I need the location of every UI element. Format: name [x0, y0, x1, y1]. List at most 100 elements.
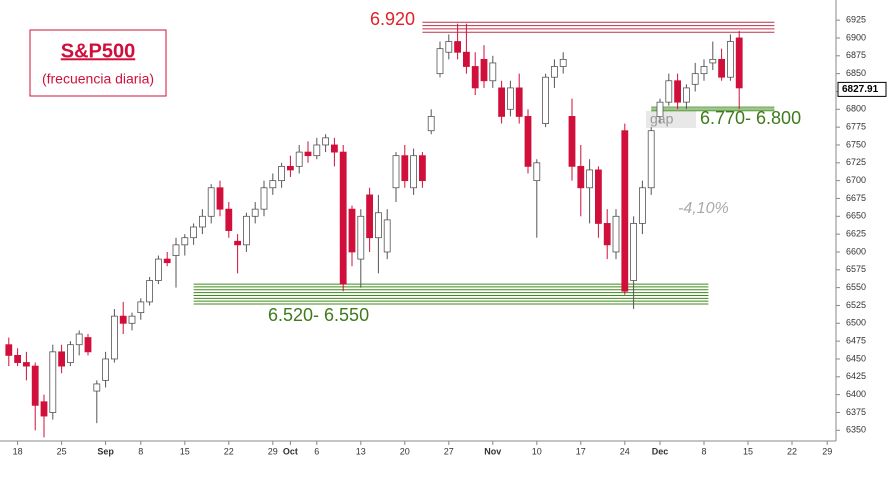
- candle-body: [102, 358, 109, 381]
- x-tick-label: 24: [620, 446, 630, 456]
- y-tick-label: 6750: [846, 139, 866, 149]
- x-tick-label: 22: [224, 446, 234, 456]
- x-tick-label: 27: [444, 446, 454, 456]
- candle-body: [506, 87, 514, 110]
- candle-body: [471, 66, 479, 89]
- candle-body: [14, 354, 21, 363]
- candle-body: [691, 73, 699, 85]
- candle-body: [111, 315, 118, 360]
- candle-body: [251, 208, 259, 217]
- candle-body: [454, 41, 462, 53]
- candle-body: [357, 215, 365, 260]
- candle-body: [735, 37, 743, 89]
- candle-body: [603, 223, 611, 246]
- candle-body: [163, 258, 171, 264]
- candle-body: [198, 215, 206, 228]
- y-tick-label: 6550: [846, 282, 866, 292]
- candle-body: [647, 130, 655, 189]
- candle-body: [348, 208, 356, 253]
- candle-body: [639, 187, 646, 224]
- candle-body: [49, 351, 57, 413]
- candle-body: [533, 162, 541, 182]
- candle-body: [559, 58, 567, 67]
- candle-body: [269, 180, 277, 189]
- candle-body: [410, 155, 418, 189]
- candle-body: [295, 151, 303, 167]
- candle-body: [700, 66, 708, 75]
- candle-body: [621, 130, 629, 292]
- candle-body: [515, 87, 523, 117]
- x-tick-label: 13: [356, 446, 366, 456]
- candle-body: [216, 187, 224, 210]
- candle-body: [366, 194, 374, 239]
- candle-body: [207, 187, 215, 217]
- y-tick-label: 6475: [846, 336, 866, 346]
- annotation: gap: [650, 111, 674, 127]
- candle-body: [84, 337, 92, 353]
- y-tick-label: 6775: [846, 122, 866, 132]
- y-tick-label: 6800: [846, 104, 866, 114]
- candle-body: [146, 280, 154, 303]
- x-tick-label: 18: [13, 446, 23, 456]
- candle-body: [40, 401, 48, 417]
- candle-body: [727, 41, 734, 78]
- candle-body: [286, 165, 294, 171]
- candle-body: [577, 165, 585, 189]
- candle-body: [595, 169, 602, 224]
- candle-body: [665, 80, 673, 103]
- x-tick-label: 6: [314, 446, 319, 456]
- candle-body: [383, 219, 391, 253]
- candle-body: [568, 116, 576, 167]
- y-tick-label: 6625: [846, 229, 866, 239]
- candle-body: [322, 137, 330, 146]
- candle-body: [418, 155, 426, 182]
- candle-body: [119, 315, 127, 324]
- x-tick-label: 29: [822, 446, 832, 456]
- candle-body: [154, 258, 162, 281]
- y-tick-label: 6600: [846, 246, 866, 256]
- x-tick-label: 17: [576, 446, 586, 456]
- candle-body: [462, 51, 470, 67]
- y-tick-label: 6525: [846, 300, 866, 310]
- x-tick-label: 8: [701, 446, 706, 456]
- candle-body: [630, 223, 637, 281]
- candle-body: [551, 66, 558, 78]
- y-tick-label: 6700: [846, 175, 866, 185]
- x-tick-label: Oct: [283, 446, 298, 456]
- candle-body: [436, 48, 444, 75]
- candle-body: [190, 226, 198, 239]
- candle-body: [498, 87, 506, 117]
- y-tick-label: 6925: [846, 15, 866, 25]
- candle-body: [58, 351, 65, 367]
- y-tick-label: 6450: [846, 353, 866, 363]
- price-tag: [837, 81, 887, 97]
- x-tick-label: 22: [787, 446, 797, 456]
- candle-body: [67, 344, 74, 363]
- candle-body: [304, 151, 312, 157]
- x-tick-label: 10: [532, 446, 542, 456]
- y-tick-label: 6500: [846, 318, 866, 328]
- title-box: [29, 29, 167, 97]
- candle-body: [242, 215, 250, 246]
- annotation: 6.920: [370, 9, 415, 29]
- x-tick-label: Sep: [97, 446, 114, 456]
- candle-body: [524, 116, 532, 167]
- y-tick-label: 6650: [846, 211, 866, 221]
- candle-body: [137, 301, 145, 313]
- x-tick-label: Nov: [484, 446, 501, 456]
- candle-body: [93, 383, 101, 392]
- candle-body: [181, 237, 189, 246]
- candle-body: [225, 208, 233, 231]
- candle-body: [489, 62, 497, 82]
- y-tick-label: 6900: [846, 32, 866, 42]
- candle-body: [128, 315, 136, 324]
- chart-subtitle: (frecuencia diaria): [42, 71, 154, 87]
- candle-body: [401, 155, 409, 182]
- candle-body: [75, 333, 83, 346]
- x-tick-label: Dec: [652, 446, 669, 456]
- x-tick-label: 25: [57, 446, 67, 456]
- x-tick-label: 15: [743, 446, 753, 456]
- x-tick-label: 29: [268, 446, 278, 456]
- x-tick-label: 15: [180, 446, 190, 456]
